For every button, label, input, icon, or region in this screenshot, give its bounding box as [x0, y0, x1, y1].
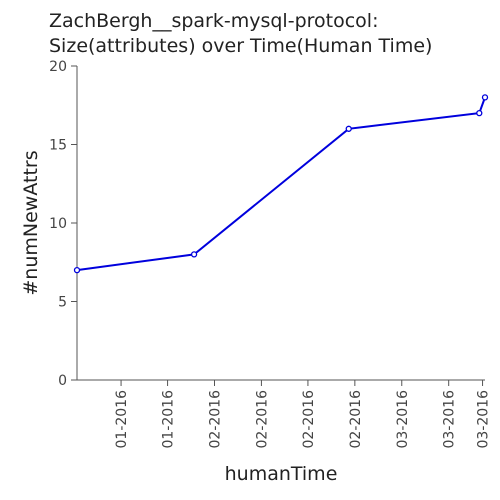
- x-tick-label: 03-2016: [395, 390, 411, 449]
- x-tick-label: 01-2016: [161, 390, 177, 449]
- x-axis-ticks: 01-2016 01-2016 02-2016 02-2016 02-2016 02-20…: [114, 380, 492, 449]
- chart-title: ZachBergh__spark-mysql-protocol: Size(at…: [49, 10, 432, 57]
- data-point: [476, 109, 483, 117]
- chart-title-line-2: Size(attributes) over Time(Human Time): [49, 35, 432, 57]
- series-line: [76, 97, 486, 272]
- y-tick-label: 20: [49, 59, 67, 75]
- x-tick-label: 03-2016: [476, 390, 492, 449]
- data-point: [481, 94, 489, 101]
- y-axis-label: #numNewAttrs: [20, 150, 42, 295]
- x-tick-label: 02-2016: [207, 390, 223, 449]
- x-tick-label: 02-2016: [301, 390, 317, 449]
- axes: [76, 66, 485, 381]
- data-point: [190, 251, 198, 258]
- y-tick-label: 0: [58, 373, 67, 389]
- series-layer: [73, 94, 489, 274]
- x-tick-label: 03-2016: [442, 390, 458, 449]
- y-tick-label: 5: [58, 295, 67, 311]
- x-tick-label: 02-2016: [254, 390, 270, 449]
- x-tick-label: 02-2016: [348, 390, 364, 449]
- y-axis-ticks: 0 5 10 15 20: [49, 59, 77, 389]
- data-point: [73, 266, 81, 274]
- x-tick-label: 01-2016: [114, 390, 130, 449]
- y-tick-label: 10: [49, 216, 67, 232]
- data-point: [345, 125, 352, 132]
- x-axis-label: humanTime: [225, 463, 338, 485]
- y-tick-label: 15: [49, 138, 67, 154]
- chart-title-line-1: ZachBergh__spark-mysql-protocol:: [49, 10, 378, 32]
